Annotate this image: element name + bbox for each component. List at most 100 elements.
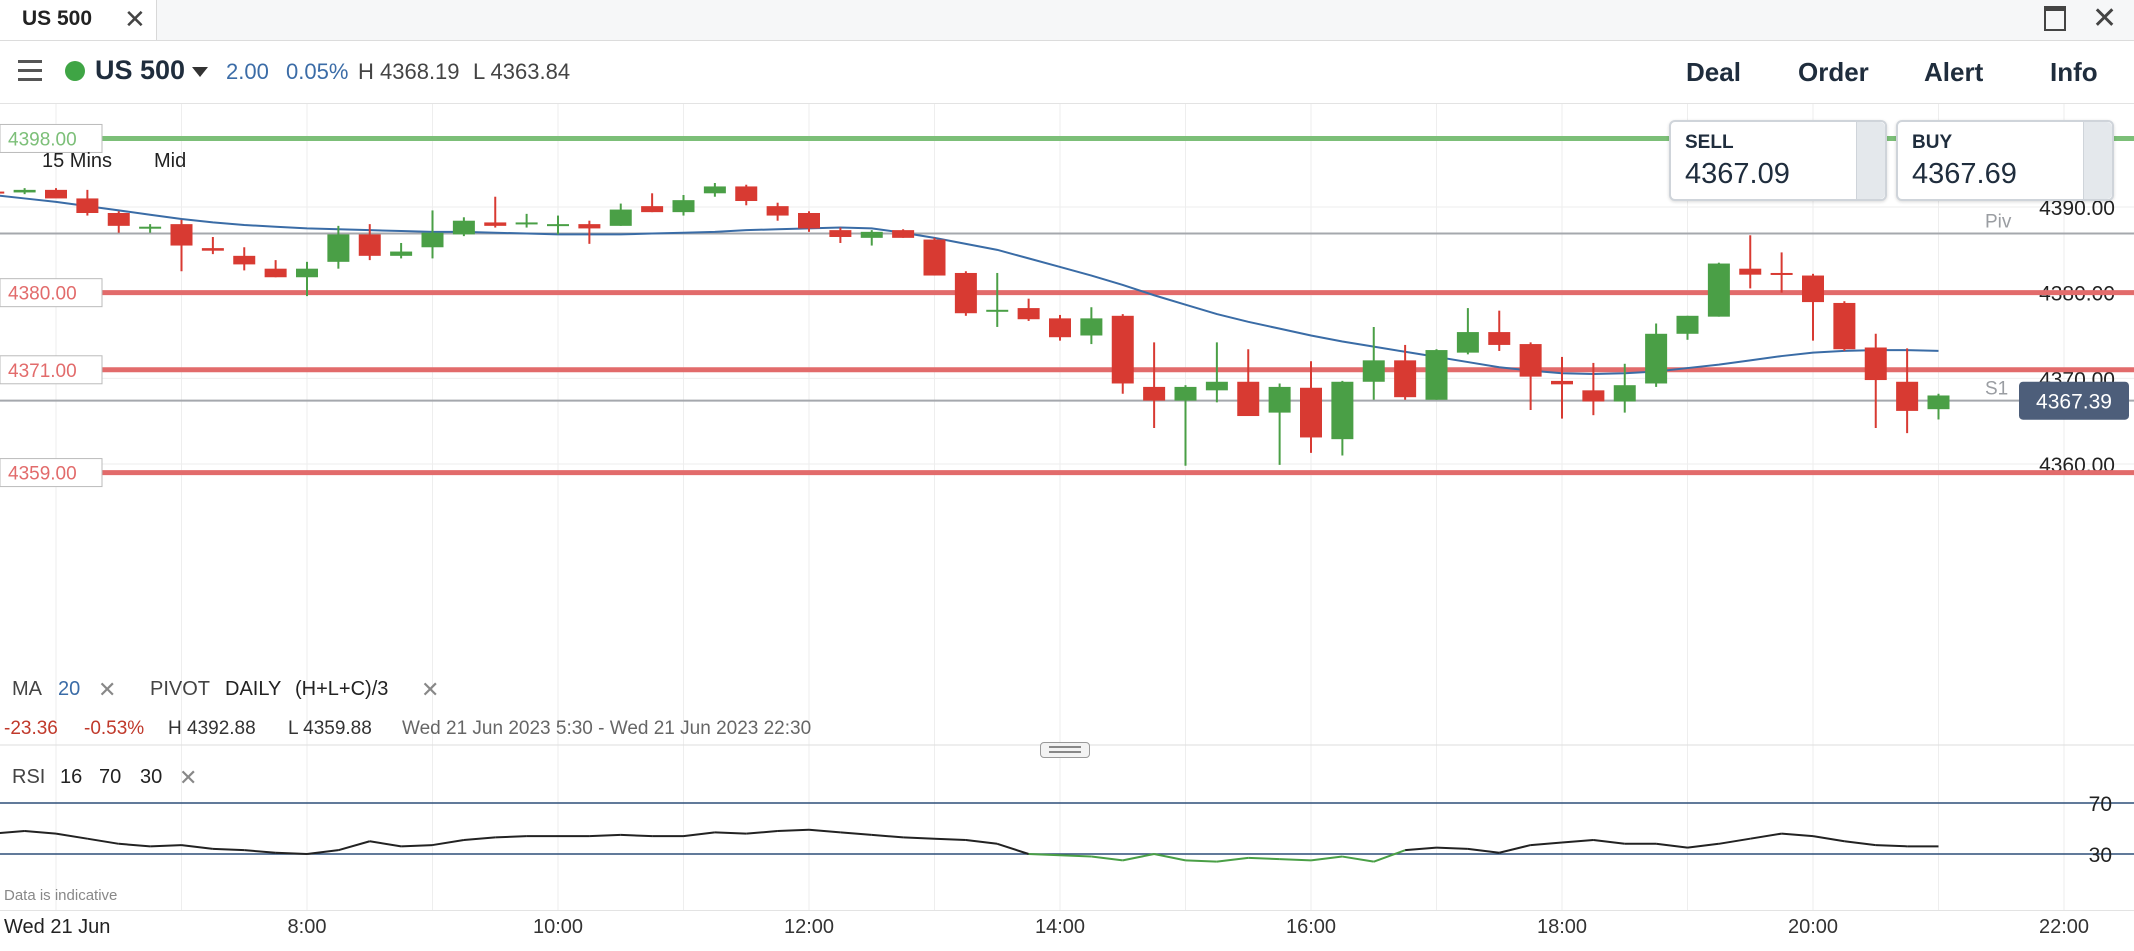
candle bbox=[1456, 308, 1479, 355]
level-label: 4359.00 bbox=[8, 464, 77, 485]
rsi-line-segment bbox=[306, 849, 339, 855]
candle bbox=[1770, 252, 1793, 293]
level-label: 4380.00 bbox=[8, 284, 77, 305]
candle bbox=[1394, 344, 1417, 400]
candle bbox=[1613, 363, 1636, 413]
candle-body bbox=[1802, 275, 1824, 303]
sell-strip bbox=[1856, 122, 1885, 199]
rsi-line-segment bbox=[840, 831, 872, 836]
remove-ma-icon[interactable]: ✕ bbox=[98, 677, 117, 702]
chevron-down-icon[interactable] bbox=[192, 67, 208, 77]
menu-icon[interactable] bbox=[18, 60, 42, 82]
remove-rsi-icon[interactable]: ✕ bbox=[179, 765, 198, 790]
candle-body bbox=[672, 200, 695, 213]
candle-body bbox=[13, 189, 36, 193]
tab-bar: US 500 ✕ ✕ bbox=[0, 0, 2134, 41]
candle-body bbox=[954, 272, 977, 314]
pivot-label[interactable]: PIVOT bbox=[150, 678, 211, 700]
panel-resize-handle[interactable] bbox=[1040, 742, 1090, 758]
x-tick-label: 18:00 bbox=[1536, 916, 1588, 938]
candle-body bbox=[1739, 268, 1762, 275]
ma-label[interactable]: MA bbox=[12, 678, 42, 700]
rsi-legend: RSI 16 70 30 ✕ bbox=[0, 765, 300, 794]
rsi-line-segment bbox=[996, 842, 1029, 855]
window-close-icon[interactable]: ✕ bbox=[2092, 2, 2118, 35]
sell-price: 4367.09 bbox=[1685, 158, 1790, 190]
candle-body bbox=[547, 224, 569, 227]
x-tick-label: 12:00 bbox=[783, 916, 835, 938]
market-status-icon bbox=[65, 61, 85, 81]
buy-button[interactable]: BUY 4367.69 bbox=[1896, 120, 2114, 201]
pivot-formula[interactable]: (H+L+C)/3 bbox=[295, 678, 389, 700]
y-tick-label: 4390.00 bbox=[2039, 197, 2115, 220]
price-chart[interactable]: 4390.004380.004370.004360.004398.004380.… bbox=[0, 104, 2134, 910]
rsi-line-segment bbox=[620, 833, 653, 838]
rsi-line-segment bbox=[1279, 858, 1312, 862]
rsi-line-segment bbox=[1405, 846, 1437, 852]
stats-change-abs: -23.36 bbox=[4, 718, 58, 739]
candle bbox=[1300, 361, 1322, 453]
candle-body bbox=[1676, 315, 1699, 334]
candle bbox=[1488, 310, 1511, 351]
candle-body bbox=[296, 268, 318, 278]
order-button[interactable]: Order bbox=[1798, 57, 1869, 87]
rsi-label[interactable]: RSI bbox=[12, 766, 46, 788]
deal-button[interactable]: Deal bbox=[1686, 57, 1741, 87]
timeframe-selector[interactable]: 15 Mins bbox=[42, 150, 113, 172]
candle bbox=[954, 271, 977, 316]
candle bbox=[641, 193, 664, 213]
level-label-box bbox=[0, 458, 103, 488]
alert-button[interactable]: Alert bbox=[1924, 57, 1984, 87]
ma-line bbox=[0, 194, 1939, 376]
candle bbox=[390, 242, 413, 259]
candle-body bbox=[452, 220, 475, 235]
rsi-period[interactable]: 16 bbox=[60, 766, 83, 788]
rsi-line-segment bbox=[1091, 855, 1123, 862]
candle-body bbox=[1205, 381, 1228, 391]
x-tick-label: 16:00 bbox=[1285, 916, 1337, 938]
candle bbox=[1582, 362, 1605, 416]
instrument-bar: US 500 2.00 0.05% H 4368.19 L 4363.84 De… bbox=[0, 41, 2134, 104]
rsi-line-segment bbox=[244, 849, 276, 854]
rsi-line-segment bbox=[1750, 832, 1782, 840]
sell-button[interactable]: SELL 4367.09 bbox=[1669, 120, 1887, 201]
maximize-icon[interactable] bbox=[2044, 6, 2066, 31]
x-tick-label: 20:00 bbox=[1787, 916, 1839, 938]
candle bbox=[1676, 315, 1699, 340]
candle-body bbox=[421, 232, 444, 248]
ma-period[interactable]: 20 bbox=[58, 678, 81, 700]
rsi-line-segment bbox=[871, 833, 904, 839]
rsi-upper[interactable]: 70 bbox=[99, 766, 122, 788]
candle bbox=[860, 230, 883, 246]
candle-body bbox=[358, 234, 381, 256]
stats-range: Wed 21 Jun 2023 5:30 - Wed 21 Jun 2023 2… bbox=[402, 718, 812, 739]
indicator-legend: MA 20 ✕ PIVOT DAILY (H+L+C)/3 ✕ bbox=[0, 677, 1000, 708]
candle-body bbox=[892, 230, 915, 238]
candle bbox=[986, 272, 1009, 327]
tab-close-icon[interactable]: ✕ bbox=[124, 4, 146, 34]
candle bbox=[358, 224, 381, 261]
rsi-line-segment bbox=[212, 847, 245, 852]
instrument-name[interactable]: US 500 bbox=[95, 55, 186, 85]
rsi-line-segment bbox=[369, 840, 402, 848]
price-type-selector[interactable]: Mid bbox=[154, 150, 187, 172]
candle-body bbox=[986, 309, 1009, 312]
pivot-mode[interactable]: DAILY bbox=[225, 678, 282, 700]
candle bbox=[1645, 323, 1668, 387]
rsi-line-segment bbox=[808, 828, 841, 834]
candle-body bbox=[76, 198, 99, 213]
rsi-line-segment bbox=[1530, 841, 1563, 847]
buy-strip bbox=[2083, 122, 2112, 199]
level-label-box bbox=[0, 123, 103, 153]
remove-pivot-icon[interactable]: ✕ bbox=[421, 677, 440, 702]
stats-bar: -23.36 -0.53% H 4392.88 L 4359.88 Wed 21… bbox=[0, 718, 1000, 744]
rsi-line-segment bbox=[1718, 837, 1751, 845]
candle bbox=[0, 191, 5, 194]
candle-body bbox=[1927, 395, 1950, 410]
info-button[interactable]: Info bbox=[2050, 57, 2098, 87]
tab-us-500[interactable]: US 500 ✕ bbox=[0, 0, 157, 40]
rsi-line-segment bbox=[1844, 840, 1876, 847]
candle-body bbox=[45, 189, 67, 199]
candle bbox=[1362, 326, 1385, 400]
rsi-lower[interactable]: 30 bbox=[140, 766, 163, 788]
